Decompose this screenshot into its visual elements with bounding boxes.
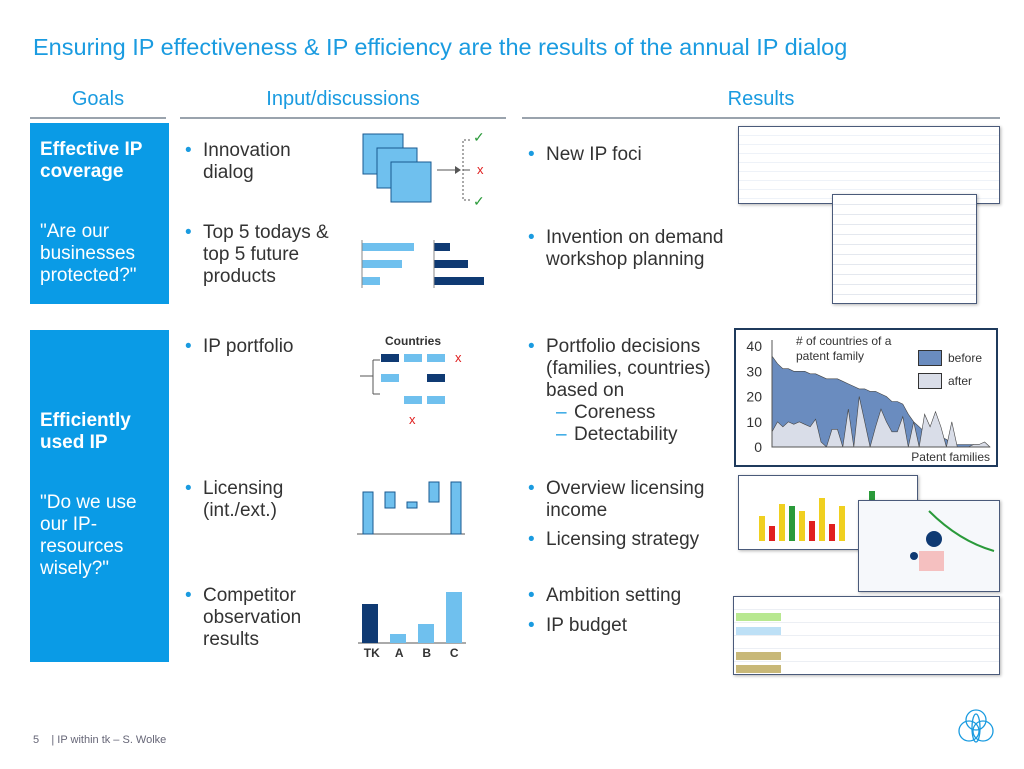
innovation-dialog-diagram: ✓ x ✓ <box>362 129 485 209</box>
page-number: 5 <box>33 734 40 746</box>
sub-item: – Detectability <box>556 424 678 445</box>
area-series-before <box>771 355 991 448</box>
bar-label: B <box>422 646 432 660</box>
company-logo <box>958 709 994 743</box>
result-item: • Portfolio decisions (families, countrie… <box>528 336 726 446</box>
svg-text:x: x <box>409 412 416 427</box>
input-item: • Competitor observation results <box>185 585 302 650</box>
licensing-waterfall <box>357 481 465 535</box>
footer-text: IP within tk – S. Wolke <box>57 734 167 746</box>
bar-label: TK <box>363 646 380 660</box>
result-item: • New IP foci <box>528 144 642 165</box>
legend-item-after: after <box>918 373 972 389</box>
portfolio-diagram: xx <box>360 350 462 427</box>
countries-area-chart: 0 10 20 30 40 <box>746 338 991 455</box>
input-item: • IP portfolio <box>185 336 294 357</box>
result-item: • Licensing strategy <box>528 529 700 550</box>
divider <box>522 117 1000 119</box>
top-products-bars <box>361 240 484 288</box>
input-item: • Licensing (int./ext.) <box>185 478 284 521</box>
ip-budget-table-thumbnail <box>733 596 1000 675</box>
bar-label: C <box>449 646 459 660</box>
chart-xlabel: Patent families <box>911 450 990 464</box>
goal-question: "Are our businesses protected?" <box>40 221 137 286</box>
slide-title: Ensuring IP effectiveness & IP efficienc… <box>33 34 848 60</box>
bar-label: A <box>394 646 404 660</box>
legend-swatch <box>918 373 942 389</box>
column-header-input: Input/discussions <box>266 88 420 110</box>
divider <box>180 117 506 119</box>
result-item: • Invention on demand workshop planning <box>528 227 724 270</box>
y-tick-label: 20 <box>746 389 762 405</box>
footer: 5 | IP within tk – S. Wolke <box>33 734 167 746</box>
svg-text:x: x <box>455 350 462 365</box>
countries-chart: 0 10 20 30 40 # of countries of a patent fam… <box>734 328 998 467</box>
divider <box>30 117 166 119</box>
licensing-strategy-thumbnail <box>858 500 1000 592</box>
svg-text:✓: ✓ <box>473 193 485 209</box>
y-tick-label: 40 <box>746 338 762 354</box>
legend-item-before: before <box>918 350 982 366</box>
result-item: • Overview licensing income <box>528 478 705 521</box>
legend-swatch <box>918 350 942 366</box>
countries-label: Countries <box>385 334 442 348</box>
column-header-results: Results <box>727 88 795 110</box>
legend-label: after <box>948 374 973 388</box>
competitor-bar-labels: TK A B C <box>358 646 468 660</box>
chart-title: # of countries of a patent family <box>796 334 892 363</box>
y-tick-label: 10 <box>746 414 762 430</box>
sub-item: – Coreness <box>556 402 656 423</box>
goal-heading: Efficiently used IP <box>40 410 131 453</box>
input-item: • Top 5 todays & top 5 future products <box>185 222 329 287</box>
svg-text:✓: ✓ <box>473 129 485 145</box>
result-item: • Ambition setting <box>528 585 682 606</box>
ip-foci-table-thumbnail <box>738 126 1000 204</box>
y-tick-label: 30 <box>746 363 762 379</box>
y-tick-label: 0 <box>754 439 762 455</box>
svg-text:x: x <box>477 162 484 177</box>
legend-label: before <box>948 351 983 365</box>
input-item: • Innovation dialog <box>185 140 291 183</box>
competitor-bars <box>358 592 466 644</box>
goal-box-efficient: Efficiently used IP "Do we use our IP-re… <box>30 330 169 662</box>
column-header-goals: Goals <box>71 88 125 110</box>
goal-box-effective: Effective IP coverage "Are our businesse… <box>30 123 169 304</box>
products-table-thumbnail <box>832 194 977 304</box>
result-item: • IP budget <box>528 615 628 636</box>
goal-heading: Effective IP coverage <box>40 139 143 182</box>
goal-question: "Do we use our IP-resources wisely?" <box>40 492 137 579</box>
chart-axes <box>771 340 990 448</box>
